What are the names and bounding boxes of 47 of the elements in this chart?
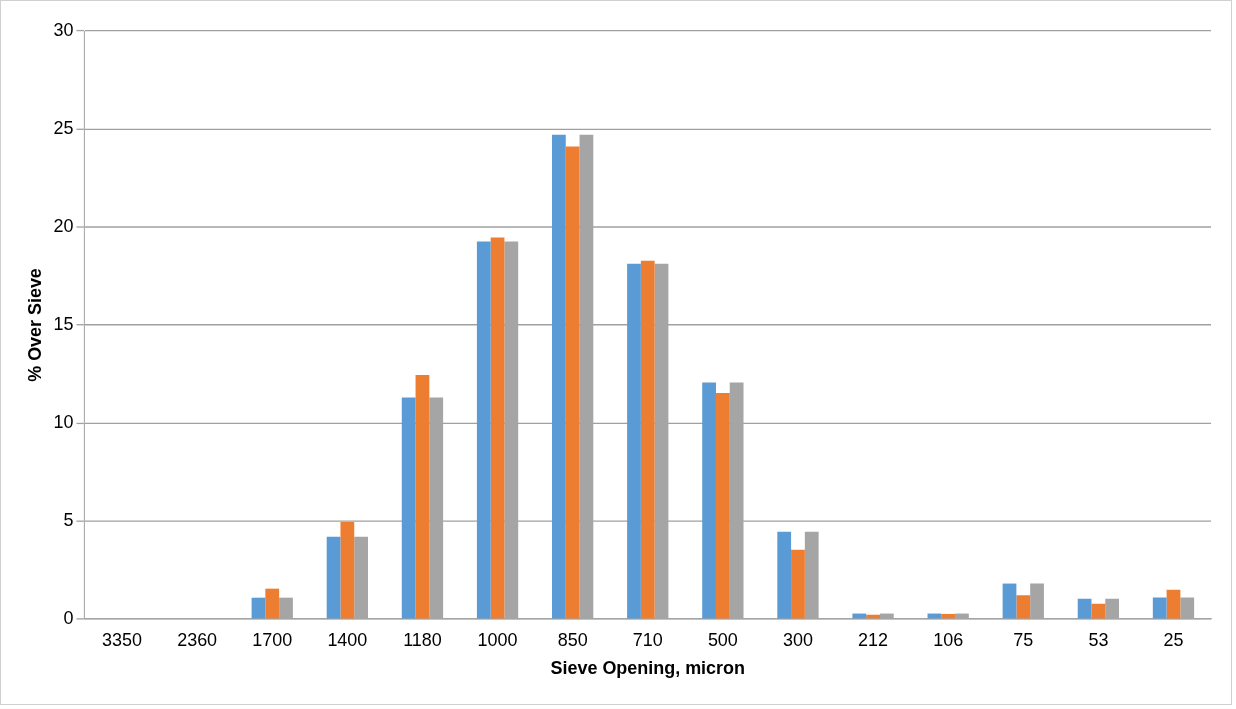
bar	[326, 536, 341, 619]
bar	[1077, 598, 1092, 619]
x-tick-label: 75	[1013, 629, 1034, 650]
bar	[627, 263, 641, 619]
bar	[415, 374, 430, 619]
bar	[702, 382, 716, 619]
x-tick-label: 300	[782, 629, 813, 650]
bar	[401, 397, 416, 619]
x-tick-label: 1000	[477, 629, 518, 650]
bar	[941, 613, 956, 619]
bar	[1091, 603, 1106, 619]
bar	[1166, 589, 1181, 619]
x-tick-label: 3350	[102, 629, 143, 650]
y-tick-label: 25	[53, 117, 74, 138]
x-tick-label: 2360	[177, 629, 218, 650]
y-axis-title: % Over Sieve	[24, 268, 45, 382]
bar	[552, 134, 566, 619]
x-axis-title: Sieve Opening, micron	[550, 658, 746, 679]
bar	[791, 549, 805, 619]
y-tick-label: 0	[63, 608, 74, 628]
y-tick-label: 30	[53, 19, 74, 40]
x-tick-label: 500	[707, 629, 738, 650]
bar	[715, 393, 730, 619]
bar	[251, 597, 266, 619]
y-tick-label: 15	[53, 313, 74, 334]
y-tick-label: 20	[53, 215, 74, 236]
x-tick-label: 850	[557, 629, 588, 650]
bar	[490, 237, 505, 619]
bar	[265, 588, 280, 619]
y-tick-label: 10	[53, 411, 74, 432]
x-tick-label: 106	[933, 629, 964, 650]
x-tick-label: 1180	[403, 629, 442, 650]
x-tick-label: 1700	[252, 629, 293, 650]
bar	[565, 146, 580, 619]
bar	[640, 260, 655, 619]
bar	[777, 531, 792, 619]
x-tick-label: 53	[1088, 629, 1109, 650]
x-tick-label: 25	[1163, 629, 1184, 650]
bar	[340, 522, 355, 619]
bar	[1002, 583, 1017, 619]
bar	[1152, 597, 1167, 619]
y-tick-label: 5	[63, 509, 74, 530]
bar	[476, 241, 491, 619]
x-tick-label: 710	[632, 629, 663, 650]
x-tick-label: 1400	[327, 629, 368, 650]
bar	[1016, 595, 1031, 619]
x-tick-label: 212	[858, 629, 889, 650]
